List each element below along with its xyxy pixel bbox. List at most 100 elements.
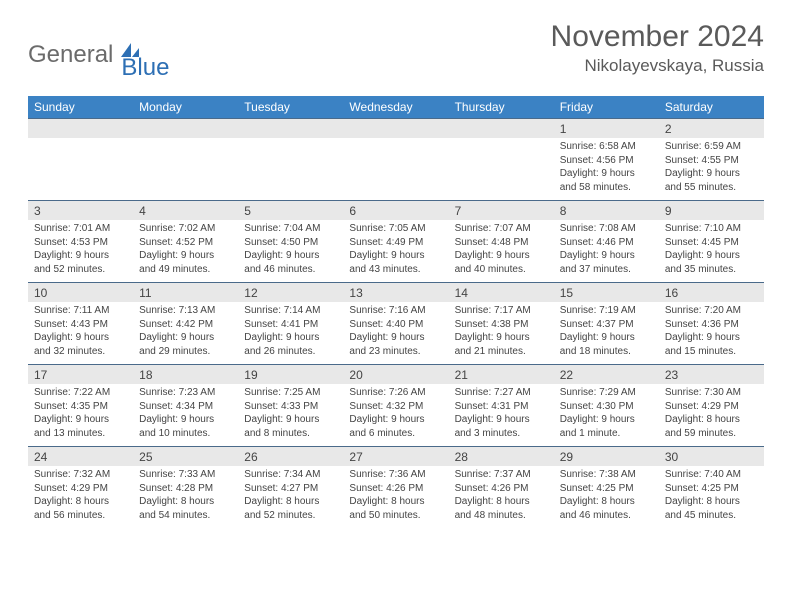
daylight-text-1: Daylight: 8 hours <box>34 495 127 509</box>
date-cell: Sunrise: 7:16 AMSunset: 4:40 PMDaylight:… <box>343 302 448 365</box>
date-number <box>238 119 343 139</box>
date-number: 16 <box>659 283 764 303</box>
daylight-text-1: Daylight: 9 hours <box>560 331 653 345</box>
date-number: 18 <box>133 365 238 385</box>
date-cell: Sunrise: 7:37 AMSunset: 4:26 PMDaylight:… <box>449 466 554 528</box>
date-cell: Sunrise: 7:11 AMSunset: 4:43 PMDaylight:… <box>28 302 133 365</box>
date-number-row: 17181920212223 <box>28 365 764 385</box>
date-cell: Sunrise: 7:38 AMSunset: 4:25 PMDaylight:… <box>554 466 659 528</box>
date-cell: Sunrise: 7:20 AMSunset: 4:36 PMDaylight:… <box>659 302 764 365</box>
sunrise-text: Sunrise: 7:29 AM <box>560 386 653 400</box>
dayhead-mon: Monday <box>133 96 238 119</box>
calendar-body: 12Sunrise: 6:58 AMSunset: 4:56 PMDayligh… <box>28 119 764 529</box>
sunrise-text: Sunrise: 7:07 AM <box>455 222 548 236</box>
sunset-text: Sunset: 4:40 PM <box>349 318 442 332</box>
date-number: 25 <box>133 447 238 467</box>
sunrise-text: Sunrise: 6:59 AM <box>665 140 758 154</box>
daylight-text-2: and 10 minutes. <box>139 427 232 441</box>
date-number <box>343 119 448 139</box>
date-number: 13 <box>343 283 448 303</box>
daylight-text-1: Daylight: 9 hours <box>349 413 442 427</box>
date-number: 11 <box>133 283 238 303</box>
sunset-text: Sunset: 4:32 PM <box>349 400 442 414</box>
date-number-row: 10111213141516 <box>28 283 764 303</box>
location: Nikolayevskaya, Russia <box>551 56 764 76</box>
date-cell: Sunrise: 7:05 AMSunset: 4:49 PMDaylight:… <box>343 220 448 283</box>
date-number: 8 <box>554 201 659 221</box>
daylight-text-2: and 54 minutes. <box>139 509 232 523</box>
sunrise-text: Sunrise: 7:08 AM <box>560 222 653 236</box>
sunset-text: Sunset: 4:27 PM <box>244 482 337 496</box>
daylight-text-2: and 26 minutes. <box>244 345 337 359</box>
sunrise-text: Sunrise: 7:23 AM <box>139 386 232 400</box>
sunrise-text: Sunrise: 7:25 AM <box>244 386 337 400</box>
date-cell: Sunrise: 7:02 AMSunset: 4:52 PMDaylight:… <box>133 220 238 283</box>
daylight-text-1: Daylight: 9 hours <box>560 167 653 181</box>
daylight-text-1: Daylight: 9 hours <box>665 331 758 345</box>
sunrise-text: Sunrise: 7:04 AM <box>244 222 337 236</box>
sunset-text: Sunset: 4:53 PM <box>34 236 127 250</box>
daylight-text-2: and 50 minutes. <box>349 509 442 523</box>
daylight-text-1: Daylight: 9 hours <box>139 249 232 263</box>
sunrise-text: Sunrise: 7:33 AM <box>139 468 232 482</box>
sunset-text: Sunset: 4:56 PM <box>560 154 653 168</box>
title-block: November 2024 Nikolayevskaya, Russia <box>551 20 764 76</box>
date-number-row: 24252627282930 <box>28 447 764 467</box>
sunrise-text: Sunrise: 7:16 AM <box>349 304 442 318</box>
daylight-text-2: and 21 minutes. <box>455 345 548 359</box>
daylight-text-1: Daylight: 8 hours <box>455 495 548 509</box>
daylight-text-1: Daylight: 9 hours <box>244 249 337 263</box>
date-number: 9 <box>659 201 764 221</box>
daylight-text-2: and 46 minutes. <box>560 509 653 523</box>
calendar-table: Sunday Monday Tuesday Wednesday Thursday… <box>28 96 764 528</box>
sunset-text: Sunset: 4:49 PM <box>349 236 442 250</box>
daylight-text-2: and 55 minutes. <box>665 181 758 195</box>
sunset-text: Sunset: 4:45 PM <box>665 236 758 250</box>
date-cell: Sunrise: 7:07 AMSunset: 4:48 PMDaylight:… <box>449 220 554 283</box>
logo-text-blue: Blue <box>121 54 169 82</box>
date-number: 24 <box>28 447 133 467</box>
sunset-text: Sunset: 4:29 PM <box>665 400 758 414</box>
sunset-text: Sunset: 4:33 PM <box>244 400 337 414</box>
sunset-text: Sunset: 4:41 PM <box>244 318 337 332</box>
daylight-text-1: Daylight: 8 hours <box>139 495 232 509</box>
date-number-row: 3456789 <box>28 201 764 221</box>
date-cell: Sunrise: 7:25 AMSunset: 4:33 PMDaylight:… <box>238 384 343 447</box>
date-number: 17 <box>28 365 133 385</box>
date-cell: Sunrise: 7:36 AMSunset: 4:26 PMDaylight:… <box>343 466 448 528</box>
sunset-text: Sunset: 4:55 PM <box>665 154 758 168</box>
daylight-text-1: Daylight: 9 hours <box>455 249 548 263</box>
date-cell <box>133 138 238 201</box>
daylight-text-1: Daylight: 8 hours <box>665 413 758 427</box>
daylight-text-1: Daylight: 9 hours <box>455 413 548 427</box>
sunset-text: Sunset: 4:42 PM <box>139 318 232 332</box>
date-number: 14 <box>449 283 554 303</box>
sunrise-text: Sunrise: 7:30 AM <box>665 386 758 400</box>
daylight-text-1: Daylight: 9 hours <box>349 249 442 263</box>
dayhead-fri: Friday <box>554 96 659 119</box>
date-number: 30 <box>659 447 764 467</box>
sunset-text: Sunset: 4:26 PM <box>455 482 548 496</box>
daylight-text-2: and 59 minutes. <box>665 427 758 441</box>
daylight-text-1: Daylight: 9 hours <box>34 249 127 263</box>
daylight-text-1: Daylight: 9 hours <box>665 249 758 263</box>
date-number: 19 <box>238 365 343 385</box>
date-number: 6 <box>343 201 448 221</box>
dayhead-thu: Thursday <box>449 96 554 119</box>
daylight-text-1: Daylight: 9 hours <box>139 331 232 345</box>
daylight-text-1: Daylight: 9 hours <box>34 331 127 345</box>
date-number: 23 <box>659 365 764 385</box>
sunset-text: Sunset: 4:26 PM <box>349 482 442 496</box>
sunrise-text: Sunrise: 7:11 AM <box>34 304 127 318</box>
date-cell: Sunrise: 6:58 AMSunset: 4:56 PMDaylight:… <box>554 138 659 201</box>
date-cell: Sunrise: 7:30 AMSunset: 4:29 PMDaylight:… <box>659 384 764 447</box>
daylight-text-2: and 32 minutes. <box>34 345 127 359</box>
date-number: 26 <box>238 447 343 467</box>
daylight-text-2: and 6 minutes. <box>349 427 442 441</box>
daylight-text-2: and 40 minutes. <box>455 263 548 277</box>
daylight-text-2: and 58 minutes. <box>560 181 653 195</box>
date-cell: Sunrise: 7:10 AMSunset: 4:45 PMDaylight:… <box>659 220 764 283</box>
date-number: 21 <box>449 365 554 385</box>
sunrise-text: Sunrise: 7:14 AM <box>244 304 337 318</box>
sunset-text: Sunset: 4:29 PM <box>34 482 127 496</box>
